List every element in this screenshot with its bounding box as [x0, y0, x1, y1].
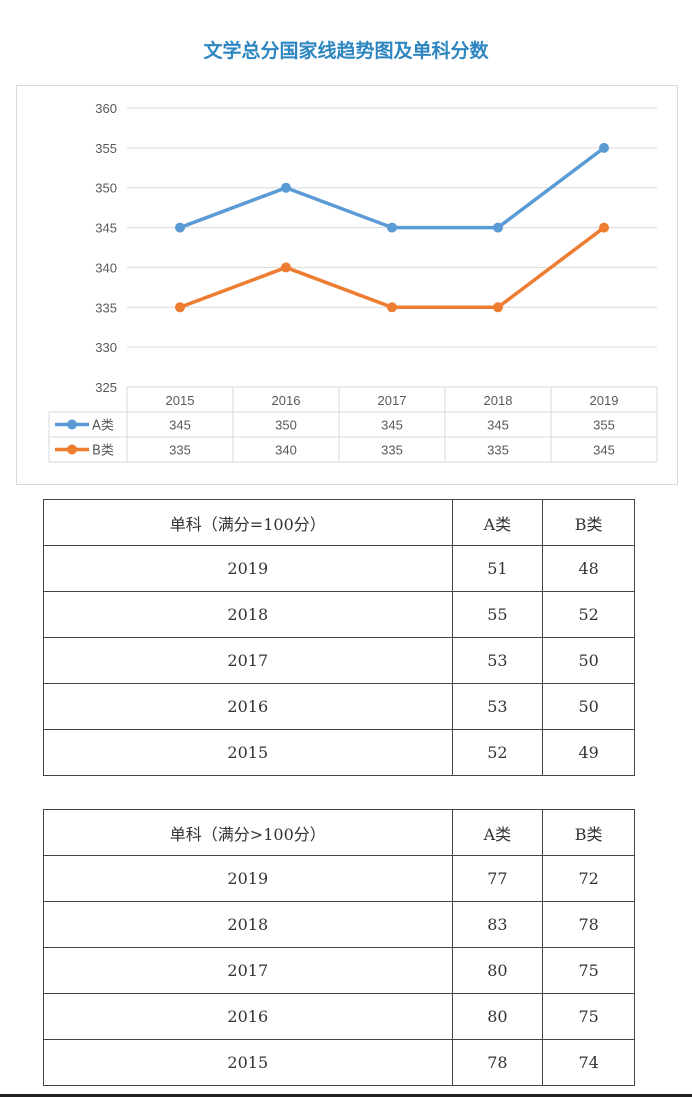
legend-label: B类	[92, 444, 114, 459]
data-table-value: 345	[169, 418, 191, 433]
x-tick-label: 2017	[378, 393, 407, 408]
a-score-cell: 53	[451, 637, 544, 684]
year-cell: 2018	[43, 591, 453, 638]
y-tick-label: 360	[95, 101, 117, 116]
table-row: 2016 53 50	[43, 683, 635, 730]
data-table-value: 345	[593, 443, 615, 458]
table-row: 2019 51 48	[43, 545, 635, 592]
b-score-cell: 50	[542, 683, 635, 730]
legend-marker	[67, 419, 77, 430]
b-score-cell: 75	[542, 993, 635, 1040]
year-cell: 2015	[43, 1039, 453, 1086]
legend-marker	[67, 444, 77, 455]
data-table-value: 355	[593, 418, 615, 433]
year-cell: 2017	[43, 947, 453, 994]
chart-title: 文学总分国家线趋势图及单科分数	[203, 40, 489, 62]
data-table-value: 350	[275, 418, 297, 433]
y-tick-label: 355	[95, 141, 117, 156]
y-tick-label: 335	[95, 300, 117, 315]
data-point	[493, 222, 503, 233]
year-cell: 2017	[43, 637, 453, 684]
a-score-cell: 77	[451, 855, 544, 902]
year-cell: 2016	[43, 993, 453, 1040]
header-a: A类	[451, 499, 544, 546]
b-score-cell: 78	[542, 901, 635, 948]
line-chart: 325 330 335 340 345 350 355 360 2015 2016 2017 2018…	[16, 85, 678, 485]
y-tick-label: 345	[95, 221, 117, 236]
legend-label: A类	[92, 419, 114, 434]
table-header-row: 单科（满分>100分） A类 B类	[43, 809, 635, 856]
bottom-divider	[0, 1094, 692, 1097]
table-row: 2016 80 75	[43, 993, 635, 1040]
x-tick-label: 2016	[272, 393, 301, 408]
header-b: B类	[542, 499, 635, 546]
table-row: 2018 55 52	[43, 591, 635, 638]
x-tick-label: 2015	[166, 393, 195, 408]
b-score-cell: 49	[542, 729, 635, 776]
a-score-cell: 80	[451, 947, 544, 994]
header-b: B类	[542, 809, 635, 856]
data-point	[175, 302, 185, 313]
data-point	[175, 222, 185, 233]
table-row: 2015 52 49	[43, 729, 635, 776]
data-table-value: 335	[487, 443, 509, 458]
data-table-value: 345	[381, 418, 403, 433]
x-tick-label: 2019	[590, 393, 619, 408]
a-score-cell: 80	[451, 993, 544, 1040]
single-subject-table-100: 单科（满分=100分） A类 B类 2019 51 48 2018 55 52 …	[43, 499, 635, 776]
y-tick-label: 350	[95, 181, 117, 196]
b-score-cell: 74	[542, 1039, 635, 1086]
single-subject-table-over-100: 单科（满分>100分） A类 B类 2019 77 72 2018 83 78 …	[43, 809, 635, 1086]
header-subject: 单科（满分=100分）	[43, 499, 453, 546]
a-score-cell: 55	[451, 591, 544, 638]
data-point	[493, 302, 503, 313]
y-tick-label: 340	[95, 260, 117, 275]
data-point	[599, 142, 609, 153]
year-cell: 2016	[43, 683, 453, 730]
data-table-value: 345	[487, 418, 509, 433]
table-row: 2015 78 74	[43, 1039, 635, 1086]
a-score-cell: 83	[451, 901, 544, 948]
data-point	[281, 182, 291, 193]
b-score-cell: 72	[542, 855, 635, 902]
table-row: 2019 77 72	[43, 855, 635, 902]
data-point	[281, 262, 291, 273]
b-score-cell: 52	[542, 591, 635, 638]
a-score-cell: 53	[451, 683, 544, 730]
a-score-cell: 52	[451, 729, 544, 776]
y-tick-label: 330	[95, 340, 117, 355]
x-tick-label: 2018	[484, 393, 513, 408]
table-header-row: 单科（满分=100分） A类 B类	[43, 499, 635, 546]
data-point	[599, 222, 609, 233]
table-row: 2017 53 50	[43, 637, 635, 684]
a-score-cell: 78	[451, 1039, 544, 1086]
y-tick-label: 325	[95, 380, 117, 395]
data-point	[387, 302, 397, 313]
data-table-value: 335	[381, 443, 403, 458]
b-score-cell: 75	[542, 947, 635, 994]
b-score-cell: 48	[542, 545, 635, 592]
year-cell: 2015	[43, 729, 453, 776]
data-point	[387, 222, 397, 233]
header-subject: 单科（满分>100分）	[43, 809, 453, 856]
chart-svg: 325 330 335 340 345 350 355 360 2015 2016 2017 2018…	[48, 101, 658, 463]
b-score-cell: 50	[542, 637, 635, 684]
year-cell: 2018	[43, 901, 453, 948]
header-a: A类	[451, 809, 544, 856]
table-row: 2017 80 75	[43, 947, 635, 994]
data-table-value: 335	[169, 443, 191, 458]
table-row: 2018 83 78	[43, 901, 635, 948]
year-cell: 2019	[43, 545, 453, 592]
a-score-cell: 51	[451, 545, 544, 592]
year-cell: 2019	[43, 855, 453, 902]
data-table-value: 340	[275, 443, 297, 458]
